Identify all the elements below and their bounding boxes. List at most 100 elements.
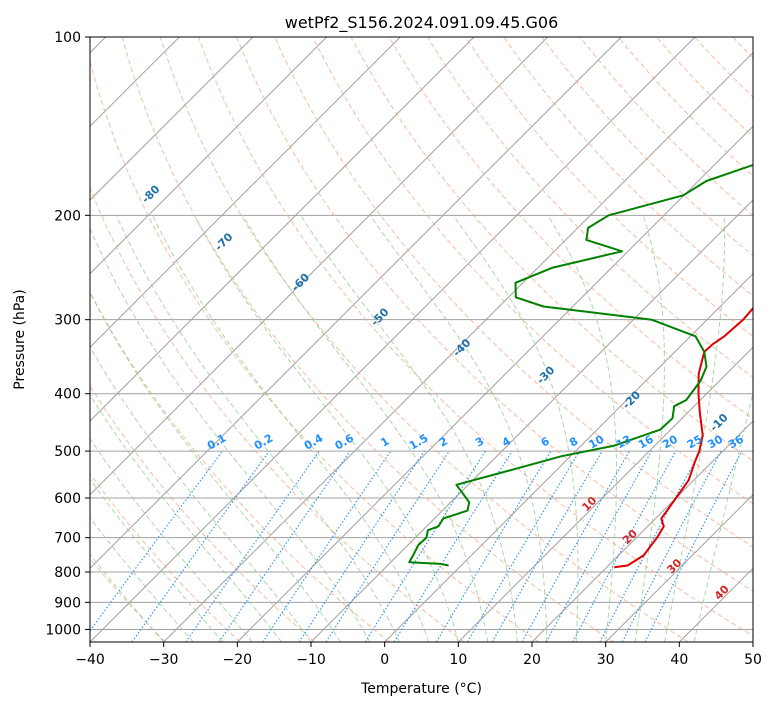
moist-adiabat-line (664, 215, 726, 642)
moist-adiabat-line (152, 215, 430, 642)
dry-adiabat-label: -70 (212, 230, 235, 253)
moist-adiabat-line (300, 215, 518, 642)
x-tick-label: 40 (670, 652, 688, 668)
isotherm-line (90, 37, 401, 349)
mixing-ratio-line (131, 450, 270, 642)
mixing-ratio-line (393, 450, 513, 642)
x-tick-label: 30 (597, 652, 615, 668)
moist-adiabat-line (634, 215, 665, 642)
isotherm-line (457, 346, 753, 642)
axis-layer: −40 −30 −20 −10 0 10 20 30 40 5010020030040050060… (45, 30, 762, 668)
grid-layer (90, 37, 753, 642)
mixing-ratio-line (435, 450, 552, 642)
moist-adiabat-line (369, 215, 548, 642)
isotherm-line (163, 51, 753, 642)
dry-adiabat-line (312, 37, 753, 505)
mixing-ratio-label: 8 (567, 435, 580, 450)
isotherm-line (90, 37, 549, 496)
dry-adiabat-label: -80 (139, 182, 162, 205)
dry-adiabat-line (198, 37, 753, 637)
y-tick-label: 600 (54, 491, 81, 507)
y-tick-label: 500 (54, 444, 81, 460)
isotherm-line (90, 37, 254, 201)
mixing-ratio-label: 20 (660, 432, 680, 451)
y-tick-label: 900 (54, 595, 81, 611)
y-tick-label: 800 (54, 565, 81, 581)
dry-adiabat-line (388, 37, 753, 420)
moist-adiabat-label: 10 (579, 494, 599, 514)
moist-adiabat-line (90, 394, 282, 642)
mixing-ratio-line (218, 450, 351, 642)
dry-adiabat-line (90, 291, 390, 642)
dry-adiabat-line (656, 37, 753, 138)
mixing-ratio-label: 0.2 (252, 432, 275, 453)
mixing-ratio-line (90, 450, 223, 632)
mixing-ratio-line (262, 450, 392, 642)
series-layer (408, 163, 753, 569)
moist-adiabat-line (90, 516, 194, 642)
mixing-ratio-line (644, 450, 743, 642)
dry-adiabat-line (90, 557, 166, 642)
dry-adiabat-line (90, 59, 540, 642)
y-tick-label: 700 (54, 531, 81, 547)
moist-adiabat-line (547, 215, 617, 642)
moist-adiabat-line (90, 478, 223, 642)
isotherm-line (90, 37, 622, 570)
dry-adiabat-line (541, 37, 753, 257)
y-tick-label: 300 (54, 313, 81, 329)
dry-adiabat-label: -50 (368, 305, 391, 328)
dry-adiabat-label: -100 (7, 44, 36, 73)
adiabat-layer (90, 37, 775, 642)
isotherm-line (384, 272, 753, 642)
mixing-ratio-line (364, 450, 486, 642)
isotherm-line (678, 567, 753, 642)
mixing-ratio-label: 30 (705, 432, 725, 451)
moist-adiabat-line (90, 553, 165, 642)
mixing-ratio-label: 16 (636, 432, 656, 451)
dry-adiabat-label: -60 (289, 270, 312, 293)
moist-adiabat-line (242, 215, 489, 642)
dry-adiabat-line (274, 37, 753, 548)
chart-title: wetPf2_S156.2024.091.09.45.G06 (285, 13, 559, 33)
x-tick-label: 10 (449, 652, 467, 668)
moist-adiabat-line (115, 215, 400, 642)
temperature-line (614, 306, 753, 569)
dry-adiabat-line (350, 37, 753, 462)
y-tick-label: 400 (54, 387, 81, 403)
isotherm-line (90, 37, 475, 422)
y-tick-label: 200 (54, 208, 81, 224)
x-tick-label: 20 (523, 652, 541, 668)
mixing-ratio-line (298, 450, 425, 642)
dry-adiabat-line (426, 37, 753, 379)
plot-area: 0.1 0.2 0.4 0.6 1 1.5 2 3 4 6 8 10 13 16 20 25 30 36-100-… (7, 37, 775, 642)
x-tick-label: 0 (380, 652, 389, 668)
x-axis-title: Temperature (°C) (360, 681, 482, 697)
dry-adiabat-line (90, 384, 316, 642)
dry-adiabat-line (90, 186, 465, 642)
mixing-ratio-label: 1 (378, 435, 391, 450)
mixing-ratio-label: 6 (539, 434, 552, 449)
x-tick-label: −10 (296, 652, 326, 668)
isotherm-line (531, 420, 753, 642)
mixing-ratio-line (521, 450, 630, 642)
moist-adiabat-label: 20 (620, 527, 640, 547)
plot-frame (89, 36, 754, 643)
mixing-ratio-line (325, 450, 450, 642)
mixing-ratio-line (572, 450, 677, 642)
dry-adiabat-line (771, 37, 775, 642)
isotherm-line (236, 125, 753, 642)
dry-adiabat-label: -90 (71, 124, 94, 147)
dry-adiabat-line (694, 37, 753, 98)
dry-adiabat-line (732, 37, 753, 59)
moist-adiabat-label: 30 (664, 556, 684, 576)
mixing-ratio-label: 3 (473, 435, 486, 450)
dry-adiabat-label: -40 (450, 336, 473, 359)
mixing-ratio-line (185, 450, 320, 642)
isotherm-line (310, 199, 753, 642)
x-tick-label: 50 (744, 652, 762, 668)
dewpoint-line (408, 163, 753, 567)
mixing-ratio-label: 13 (614, 433, 634, 452)
y-axis-title: Pressure (hPa) (12, 289, 28, 389)
